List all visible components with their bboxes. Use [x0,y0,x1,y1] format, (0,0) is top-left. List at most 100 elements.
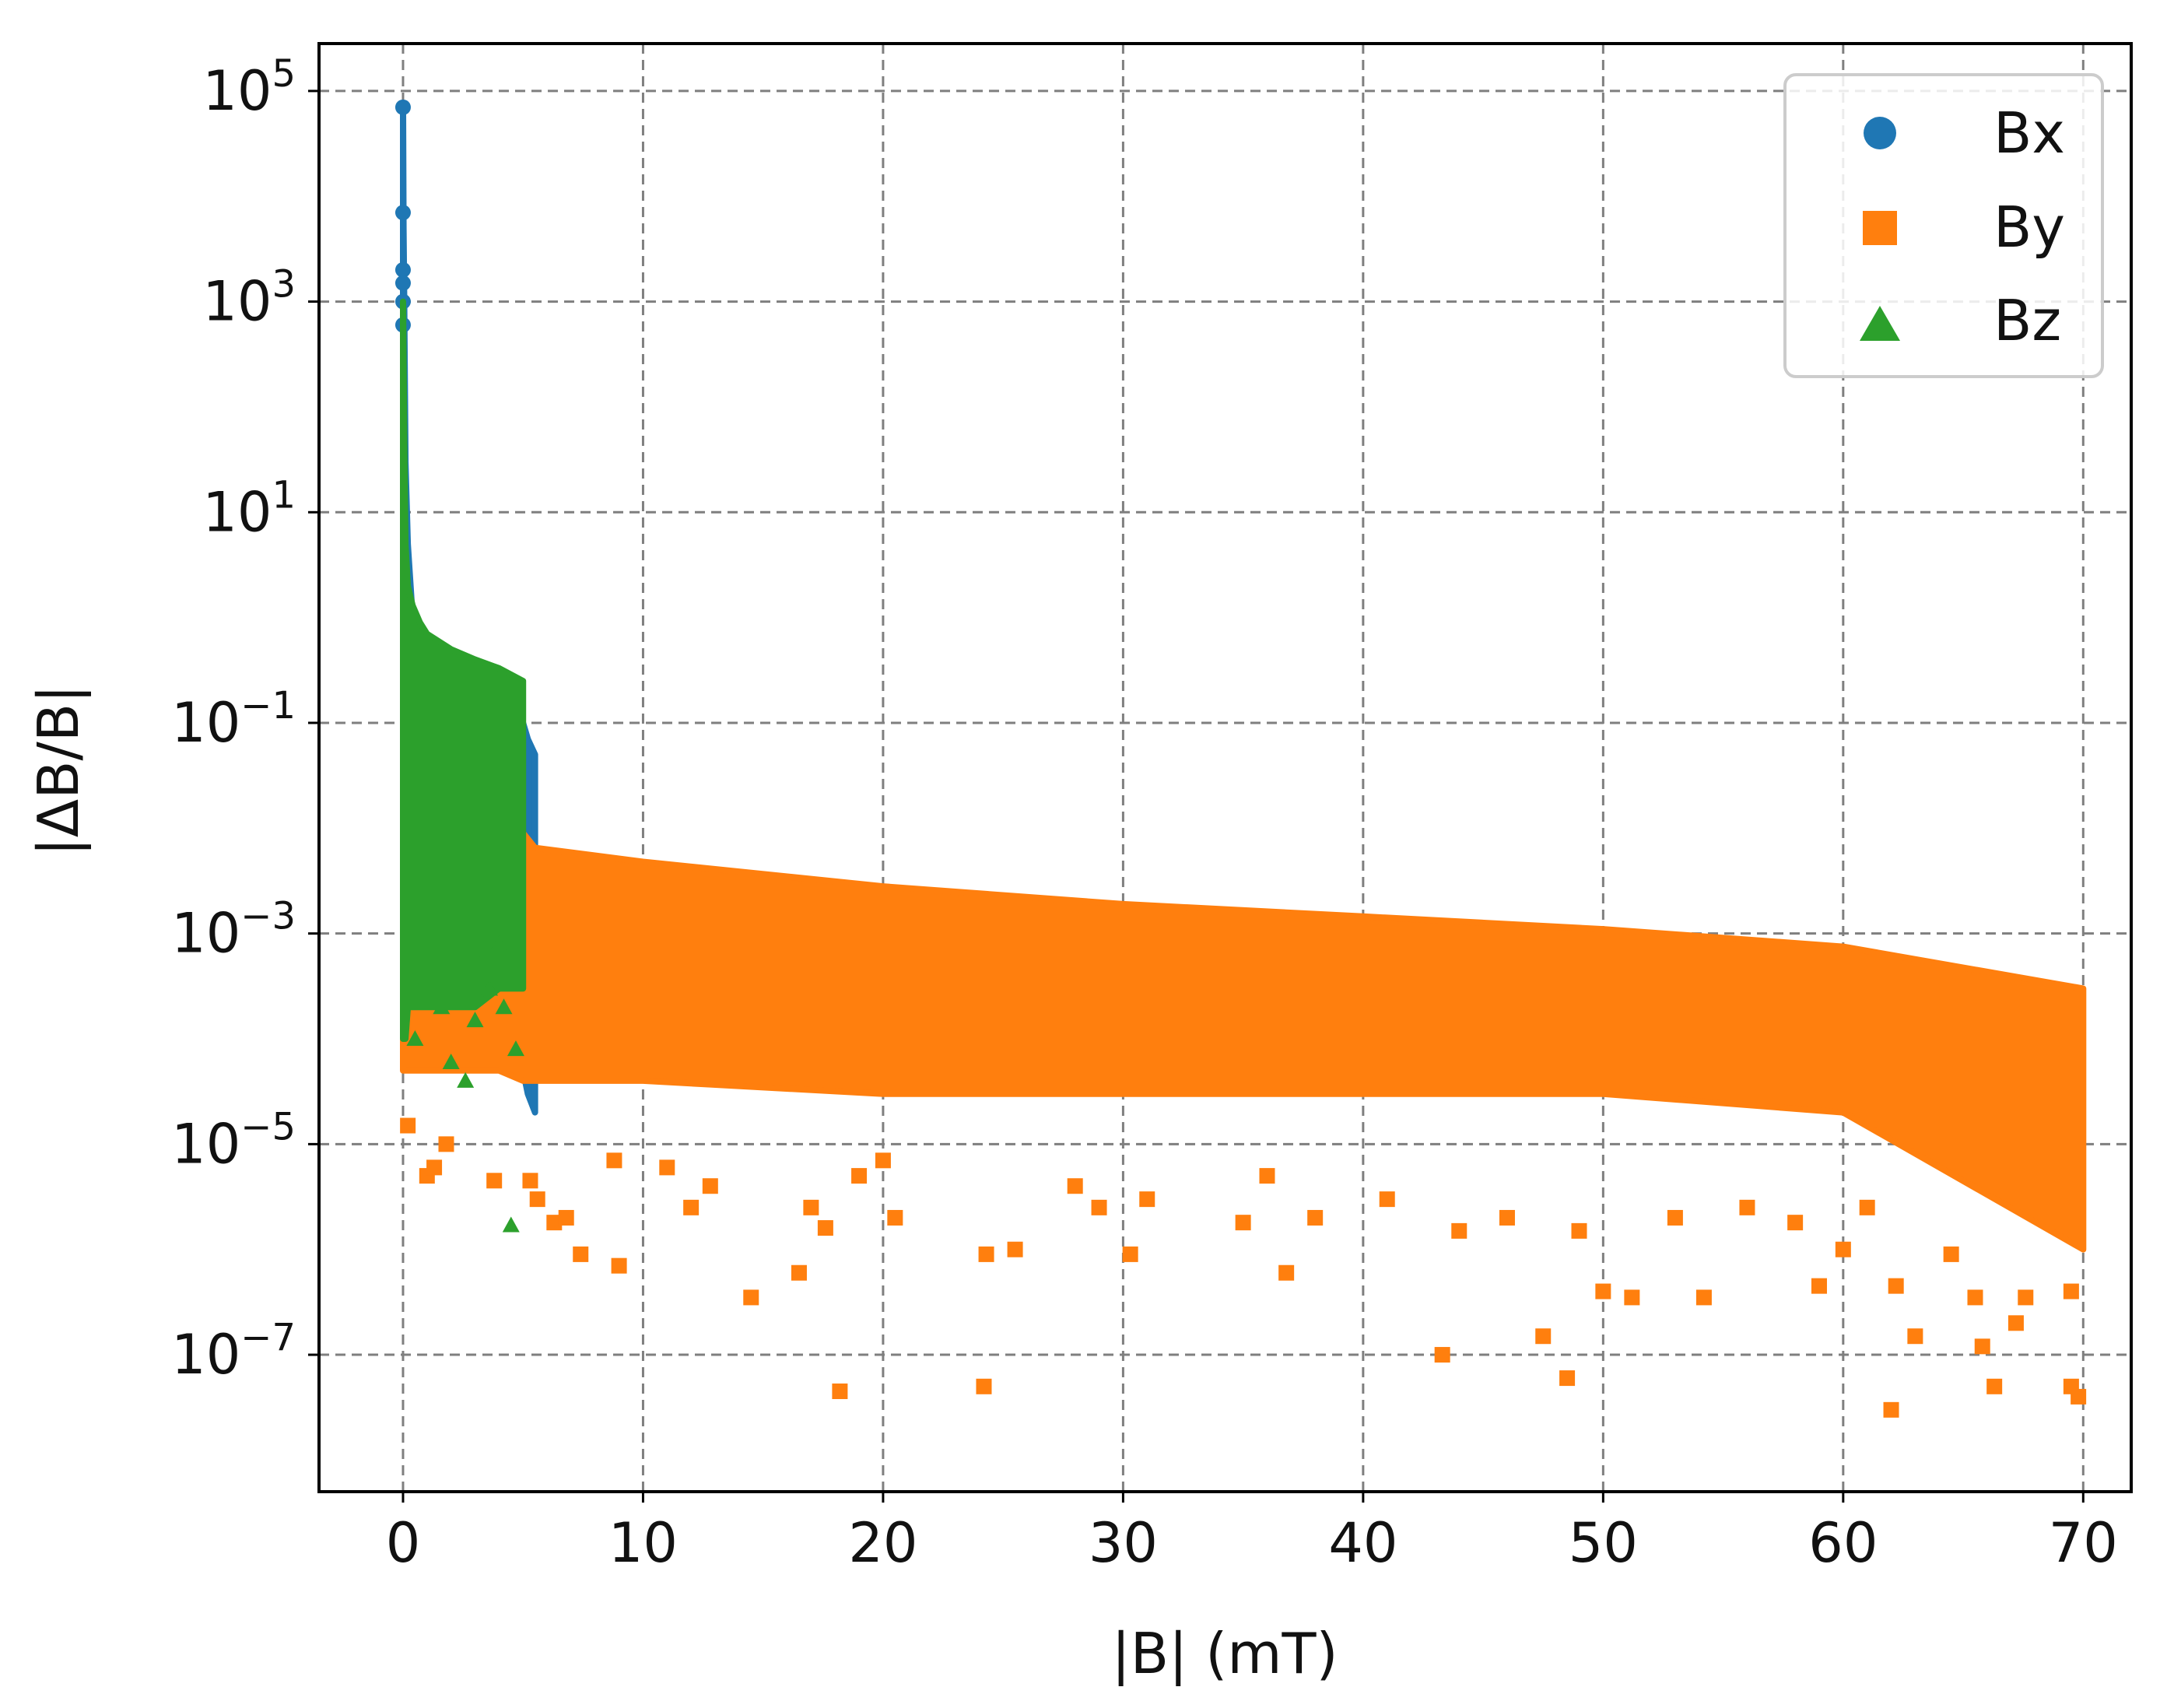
series-by-point [1278,1264,1295,1281]
series-bx-point [394,275,411,291]
legend: Bx By Bz [1783,73,2104,378]
plot-frame [317,42,2133,1493]
series-by-point [1986,1378,2003,1394]
series-by-point [1667,1209,1683,1226]
series-by-point [522,1173,538,1189]
series-bx-point [394,261,411,278]
series-by-point [1007,1241,1023,1257]
series-by-point [2071,1388,2087,1405]
y-axis-label: |ΔB/B| [26,685,92,857]
series-by-point [702,1178,718,1194]
series-bz-point [490,935,508,951]
y-tick-label: 10−7 [171,1316,296,1387]
legend-label-bz: Bz [1993,288,2061,353]
series-by-point [1695,1289,1712,1306]
series-by-point [1811,1278,1827,1294]
series-by-point [438,1136,454,1152]
series-bz-point [452,980,470,996]
x-axis-label: |B| (mT) [1111,1621,1338,1687]
series-bz-point [406,1030,424,1047]
series-by-point [1624,1289,1640,1306]
data-layer [394,99,2087,1418]
series-bz-point [495,998,513,1015]
series-by-point [611,1257,627,1274]
y-tick-label: 105 [202,52,296,123]
series-bz-point [466,1012,484,1028]
series-by-point [887,1209,903,1226]
legend-label-bx: Bx [1993,100,2065,166]
x-tick-label: 50 [1569,1511,1638,1575]
x-tick-label: 40 [1328,1511,1397,1575]
series-by-point [1571,1222,1587,1239]
series-bz-point [481,980,499,996]
series-by-point [1379,1191,1395,1208]
legend-label-by: By [1993,195,2065,260]
series-by-point [2063,1283,2079,1299]
series-by-point [1739,1199,1755,1215]
legend-box [1783,73,2104,378]
series-by-point [851,1168,868,1184]
series-bz-point [442,1054,460,1070]
legend-marker-bx [1864,117,1896,149]
series-by-point [546,1215,563,1231]
x-tick-label: 0 [386,1511,421,1575]
series-by-point [400,1117,416,1134]
series-bz-point [471,956,489,973]
series-by-point [2007,1315,2024,1331]
series-by-point [1907,1328,1923,1345]
x-tick-label: 30 [1089,1511,1158,1575]
series-bx-point [394,99,411,115]
series-bz-point [507,1040,524,1057]
series-bx-point [394,205,411,221]
y-tick-label: 10−1 [171,684,296,755]
series-by-point [1235,1215,1251,1231]
series-by-point [426,1159,443,1176]
y-tick-label: 103 [202,263,296,334]
y-tick-label: 10−3 [171,895,296,966]
series-by-point [803,1199,819,1215]
tick-layer: 0 10 20 30 40 50 60 70 105 103 101 10−1 10−3 10−5 10−7 [171,52,2118,1575]
series-by-point [486,1173,503,1189]
series-by-point [1499,1209,1515,1226]
series-by-point [832,1383,848,1399]
series-by-point [1307,1209,1324,1226]
y-tick-label: 10−5 [171,1105,296,1176]
x-tick-label: 70 [2049,1511,2118,1575]
series-by-point [1835,1241,1851,1257]
series-by-point [743,1289,759,1306]
series-bz-point [433,998,451,1015]
series-by-point [1259,1168,1275,1184]
legend-marker-bz [1860,306,1900,341]
series-by-point [976,1378,992,1394]
series-by-point [791,1264,807,1281]
series-by-point [1967,1289,1983,1306]
series-by-point [1122,1246,1138,1262]
series-by-point [606,1152,622,1169]
series-by-point [1883,1401,1899,1418]
x-tick-label: 20 [848,1511,917,1575]
series-bz [400,298,527,1233]
series-by-point [1974,1338,1990,1355]
series-by-point [1535,1328,1552,1345]
series-bz-point [423,966,440,983]
series-by-point [1434,1347,1450,1363]
series-by-point [1451,1222,1467,1239]
series-by-point [1787,1215,1804,1231]
series-by-point [2018,1289,2034,1306]
series-by-point [1888,1278,1904,1294]
series-by-point [529,1191,545,1208]
series-by-point [1559,1370,1576,1387]
series-bz-envelope [400,298,527,1042]
series-by-point [978,1246,994,1262]
series-bz-point [457,1071,475,1088]
series-by-point [1595,1283,1611,1299]
x-tick-label: 10 [608,1511,678,1575]
legend-marker-by [1863,211,1897,245]
series-by-point [1067,1178,1083,1194]
series-by-point [558,1209,574,1226]
series-by-point [1859,1199,1875,1215]
y-tick-label: 101 [202,473,296,544]
series-by-point [1091,1199,1107,1215]
x-tick-label: 60 [1808,1511,1878,1575]
